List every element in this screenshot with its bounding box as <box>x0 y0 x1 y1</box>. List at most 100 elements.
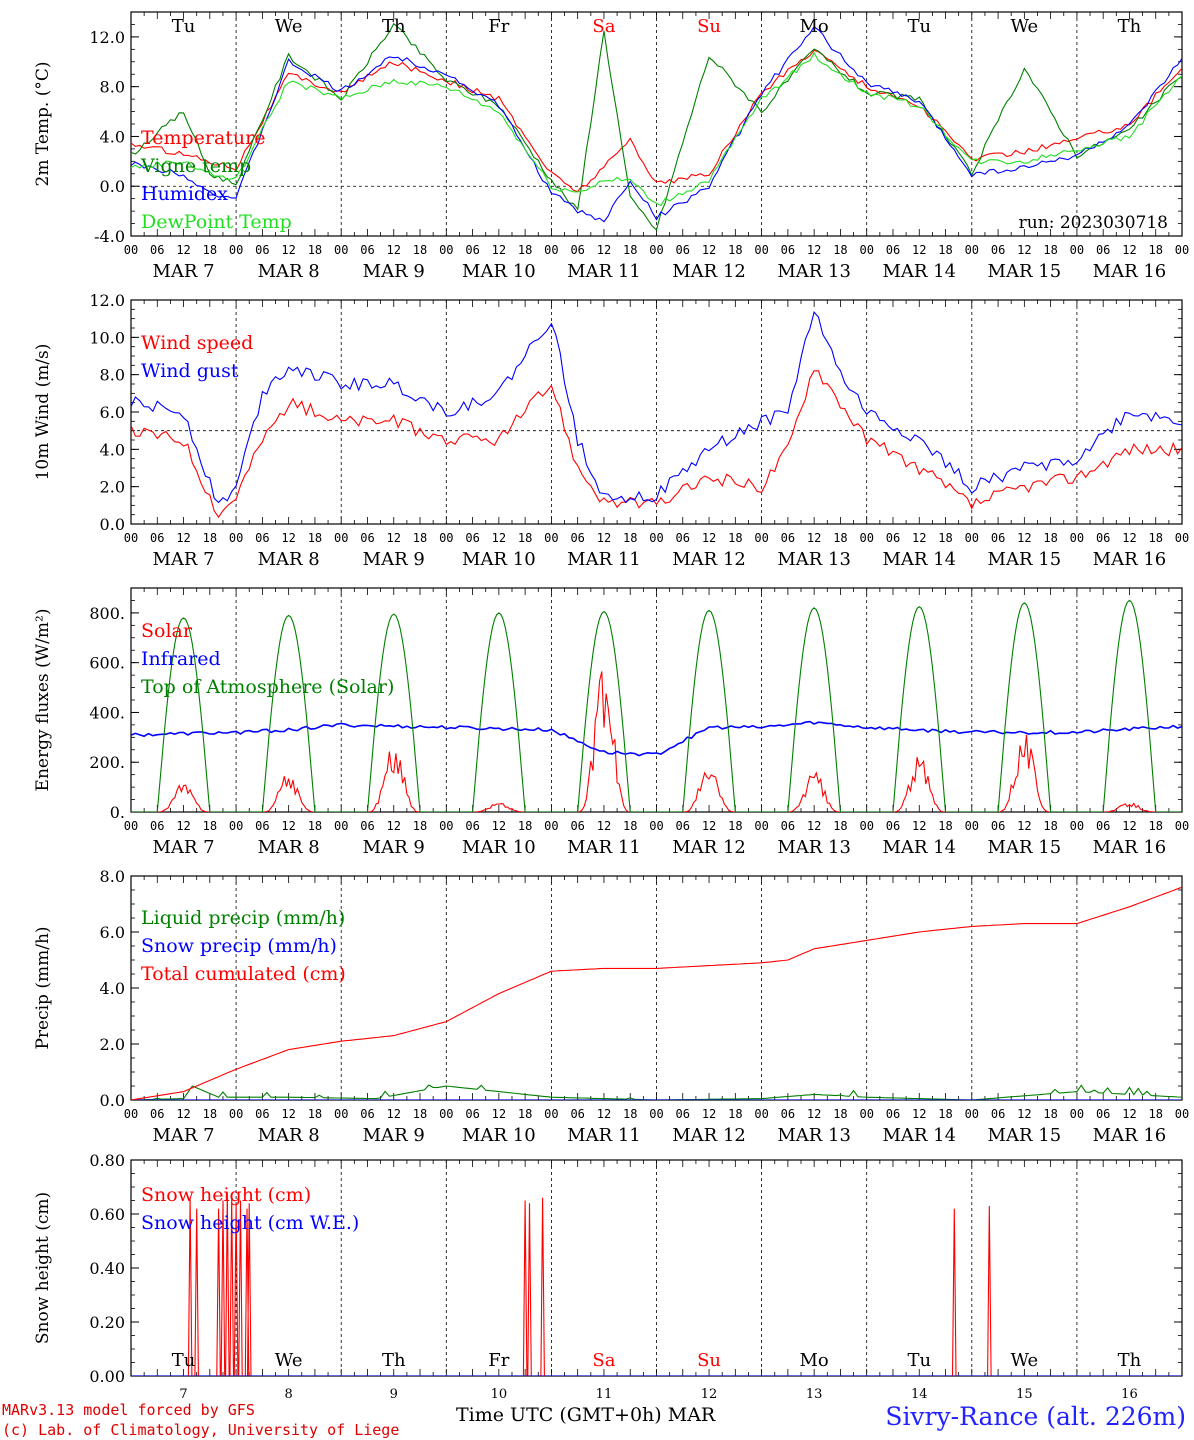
legend-humidex: Humidex <box>141 183 228 205</box>
hour-tick-label: 06 <box>255 531 269 545</box>
series-line-infrared <box>131 720 1182 757</box>
hour-tick-label: 12 <box>1122 243 1136 257</box>
date-label: MAR 12 <box>672 1125 746 1146</box>
hour-tick-label: 12 <box>387 819 401 833</box>
hour-tick-label: 06 <box>150 243 164 257</box>
legend-snow-height-cm-: Snow height (cm) <box>141 1184 311 1206</box>
panel-frame <box>130 11 1183 237</box>
hour-tick-label: 00 <box>859 819 873 833</box>
series-line-solar <box>131 671 1182 812</box>
series-line-wind-gust <box>131 310 1182 504</box>
hour-tick-label: 12 <box>492 1107 506 1121</box>
hour-tick-label: 00 <box>334 531 348 545</box>
y-tick-label: 0.80 <box>89 1151 125 1170</box>
hour-tick-label: 18 <box>203 243 217 257</box>
series-line-total-cumulated-cm- <box>131 886 1182 1100</box>
hour-tick-label: 18 <box>938 1107 952 1121</box>
hour-tick-label: 12 <box>597 819 611 833</box>
hour-tick-label: 18 <box>938 819 952 833</box>
weekday-label: We <box>1011 16 1039 37</box>
hour-tick-label: 12 <box>281 243 295 257</box>
hour-tick-label: 18 <box>308 1107 322 1121</box>
y-tick-label: 800. <box>89 604 125 623</box>
hour-tick-label: 12 <box>176 531 190 545</box>
legend-vigne-temp: Vigne temp <box>140 155 251 177</box>
hour-tick-label: 00 <box>124 1107 138 1121</box>
weekday-label: Mo <box>800 1350 829 1371</box>
hour-tick-label: 00 <box>754 1107 768 1121</box>
hour-tick-label: 12 <box>176 1107 190 1121</box>
weekday-label: Su <box>697 1350 721 1371</box>
hour-tick-label: 12 <box>281 1107 295 1121</box>
panel-1 <box>130 11 1183 237</box>
hour-tick-label: 06 <box>465 531 479 545</box>
weekday-label: We <box>275 1350 303 1371</box>
date-label: MAR 13 <box>777 837 851 858</box>
hour-tick-label: 06 <box>465 819 479 833</box>
hour-tick-label: 00 <box>334 1107 348 1121</box>
y-tick-label: 8.0 <box>100 78 125 97</box>
day-number-label: 7 <box>179 1387 187 1402</box>
legend-wind-gust: Wind gust <box>141 360 239 382</box>
hour-tick-label: 18 <box>1043 1107 1057 1121</box>
day-number-label: 10 <box>491 1387 508 1402</box>
hour-tick-label: 18 <box>728 531 742 545</box>
hour-tick-label: 06 <box>150 531 164 545</box>
date-label: MAR 9 <box>363 1125 425 1146</box>
date-label: MAR 7 <box>152 549 214 570</box>
hour-tick-label: 18 <box>833 531 847 545</box>
panel-2 <box>130 299 1183 525</box>
hour-tick-label: 12 <box>492 819 506 833</box>
day-number-label: 11 <box>596 1387 613 1402</box>
panel-frame <box>130 299 1183 525</box>
date-label: MAR 11 <box>567 837 641 858</box>
date-label: MAR 16 <box>1093 549 1167 570</box>
hour-tick-label: 18 <box>938 243 952 257</box>
hour-tick-label: 00 <box>544 243 558 257</box>
hour-tick-label: 06 <box>676 243 690 257</box>
hour-tick-label: 06 <box>781 1107 795 1121</box>
site-name: Sivry-Rance (alt. 226m) <box>885 1402 1186 1431</box>
hour-tick-label: 12 <box>912 531 926 545</box>
hour-tick-label: 06 <box>570 819 584 833</box>
hour-tick-label: 00 <box>544 1107 558 1121</box>
date-label: MAR 12 <box>672 261 746 282</box>
hour-tick-label: 00 <box>1070 531 1084 545</box>
weekday-label: We <box>1011 1350 1039 1371</box>
hour-tick-label: 12 <box>1017 243 1031 257</box>
y-tick-label: 4.0 <box>100 127 125 146</box>
hour-tick-label: 12 <box>281 819 295 833</box>
hour-tick-label: 00 <box>439 1107 453 1121</box>
hour-tick-label: 12 <box>807 819 821 833</box>
y-tick-label: 8.0 <box>100 366 125 385</box>
day-number-label: 12 <box>701 1387 718 1402</box>
hour-tick-label: 06 <box>1096 531 1110 545</box>
hour-tick-label: 18 <box>1148 243 1162 257</box>
legend-temperature: Temperature <box>141 127 265 149</box>
hour-tick-label: 12 <box>492 531 506 545</box>
hour-tick-label: 12 <box>387 243 401 257</box>
hour-tick-label: 18 <box>413 531 427 545</box>
weekday-label: We <box>275 16 303 37</box>
date-label: MAR 12 <box>672 549 746 570</box>
hour-tick-label: 12 <box>387 531 401 545</box>
hour-tick-label: 18 <box>833 819 847 833</box>
date-label: MAR 10 <box>462 261 536 282</box>
hour-tick-label: 06 <box>255 1107 269 1121</box>
hour-tick-label: 18 <box>413 243 427 257</box>
y-tick-label: 200. <box>89 753 125 772</box>
series-line-dewpoint-temp <box>131 51 1182 207</box>
date-label: MAR 16 <box>1093 1125 1167 1146</box>
weekday-label: Mo <box>800 16 829 37</box>
hour-tick-label: 00 <box>1175 531 1189 545</box>
hour-tick-label: 18 <box>1148 531 1162 545</box>
date-label: MAR 15 <box>988 1125 1062 1146</box>
date-label: MAR 14 <box>882 549 956 570</box>
legend-snow-height-cm-w-e-: Snow height (cm W.E.) <box>141 1212 359 1234</box>
hour-tick-label: 12 <box>912 1107 926 1121</box>
y-axis-title: Snow height (cm) <box>33 1192 53 1344</box>
hour-tick-label: 12 <box>1017 531 1031 545</box>
legend-wind-speed: Wind speed <box>141 332 253 354</box>
hour-tick-label: 12 <box>807 531 821 545</box>
